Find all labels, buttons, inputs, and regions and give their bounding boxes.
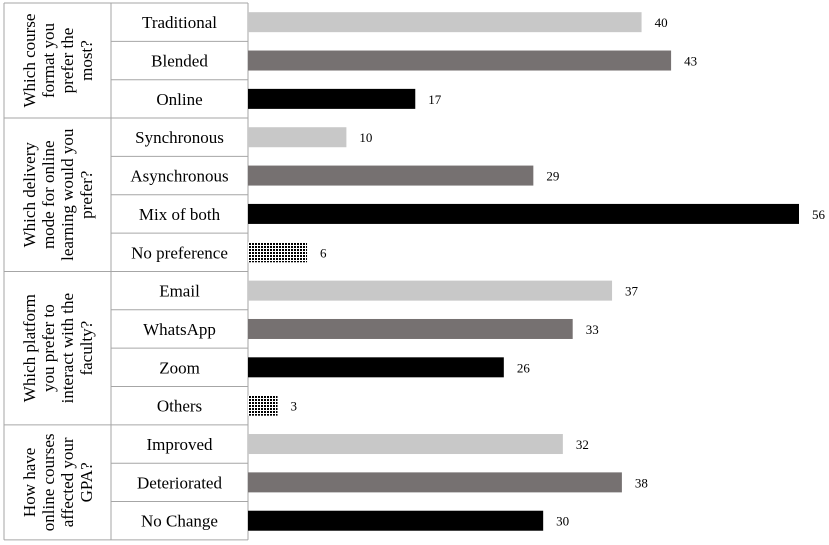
group-label-line: most?	[77, 40, 96, 81]
bars	[248, 12, 799, 531]
category-label: Deteriorated	[137, 473, 222, 492]
value-label: 3	[291, 399, 298, 414]
group-labels: Which courseformat youprefer themost?Whi…	[20, 14, 96, 532]
bar	[248, 510, 544, 531]
category-label: Zoom	[159, 358, 200, 377]
group-label-line: faculty?	[77, 321, 96, 376]
value-label: 43	[684, 54, 697, 69]
value-label: 56	[812, 207, 826, 222]
group-label-line: mode for online	[39, 140, 58, 249]
bar	[248, 88, 416, 109]
value-label: 17	[428, 92, 442, 107]
group-label: How haveonline coursesaffected yourGPA?	[20, 434, 96, 532]
group-label-line: format you	[39, 23, 58, 99]
value-labels: 40 43 17 10 29 56 6 37 33 26 3 32 38 30	[291, 15, 826, 529]
bar	[248, 434, 563, 455]
value-label: 29	[546, 169, 559, 184]
group-label-line: Which course	[20, 14, 39, 108]
value-label: 10	[359, 130, 372, 145]
group-label-line: affected your	[58, 437, 77, 527]
bar	[248, 472, 622, 493]
group-label: Which deliverymode for onlinelearning wo…	[20, 128, 96, 261]
group-label-line: Which delivery	[20, 142, 39, 248]
bar	[248, 50, 672, 71]
category-label: Online	[156, 90, 202, 109]
category-label: Asynchronous	[130, 167, 228, 186]
bar	[248, 318, 573, 339]
category-label: Synchronous	[135, 128, 224, 147]
category-label: WhatsApp	[143, 320, 216, 339]
bar	[248, 242, 308, 263]
category-labels: Traditional Blended Online Synchronous Async…	[130, 13, 228, 531]
category-label: Email	[159, 282, 200, 301]
group-label-line: you prefer to	[39, 304, 58, 392]
category-label: Others	[157, 397, 202, 416]
group-label: Which courseformat youprefer themost?	[20, 14, 96, 108]
category-label: No Change	[141, 512, 218, 531]
group-label-line: prefer the	[58, 28, 77, 94]
category-label: Blended	[151, 52, 208, 71]
category-label: No preference	[131, 243, 228, 262]
group-label-line: online courses	[39, 434, 58, 532]
group-label-line: interact with the	[58, 293, 77, 403]
value-label: 6	[320, 245, 327, 260]
bar	[248, 395, 278, 416]
value-label: 37	[625, 284, 639, 299]
value-label: 40	[655, 15, 668, 30]
value-label: 26	[517, 360, 531, 375]
group-label-line: prefer?	[77, 171, 96, 219]
bar	[248, 357, 504, 378]
group-label: Which platformyou prefer tointeract with…	[20, 293, 96, 403]
group-label-line: learning would you	[58, 128, 77, 261]
value-label: 38	[635, 475, 648, 490]
category-label: Improved	[146, 435, 213, 454]
bar	[248, 165, 534, 186]
group-label-line: Which platform	[20, 294, 39, 402]
group-label-line: GPA?	[77, 462, 96, 502]
bar	[248, 280, 613, 301]
value-label: 30	[556, 514, 569, 529]
value-label: 32	[576, 437, 589, 452]
bar	[248, 12, 642, 33]
value-label: 33	[586, 322, 599, 337]
category-label: Mix of both	[139, 205, 221, 224]
group-label-line: How have	[20, 448, 39, 517]
bar	[248, 127, 347, 148]
category-label: Traditional	[142, 13, 217, 32]
bar	[248, 203, 799, 224]
